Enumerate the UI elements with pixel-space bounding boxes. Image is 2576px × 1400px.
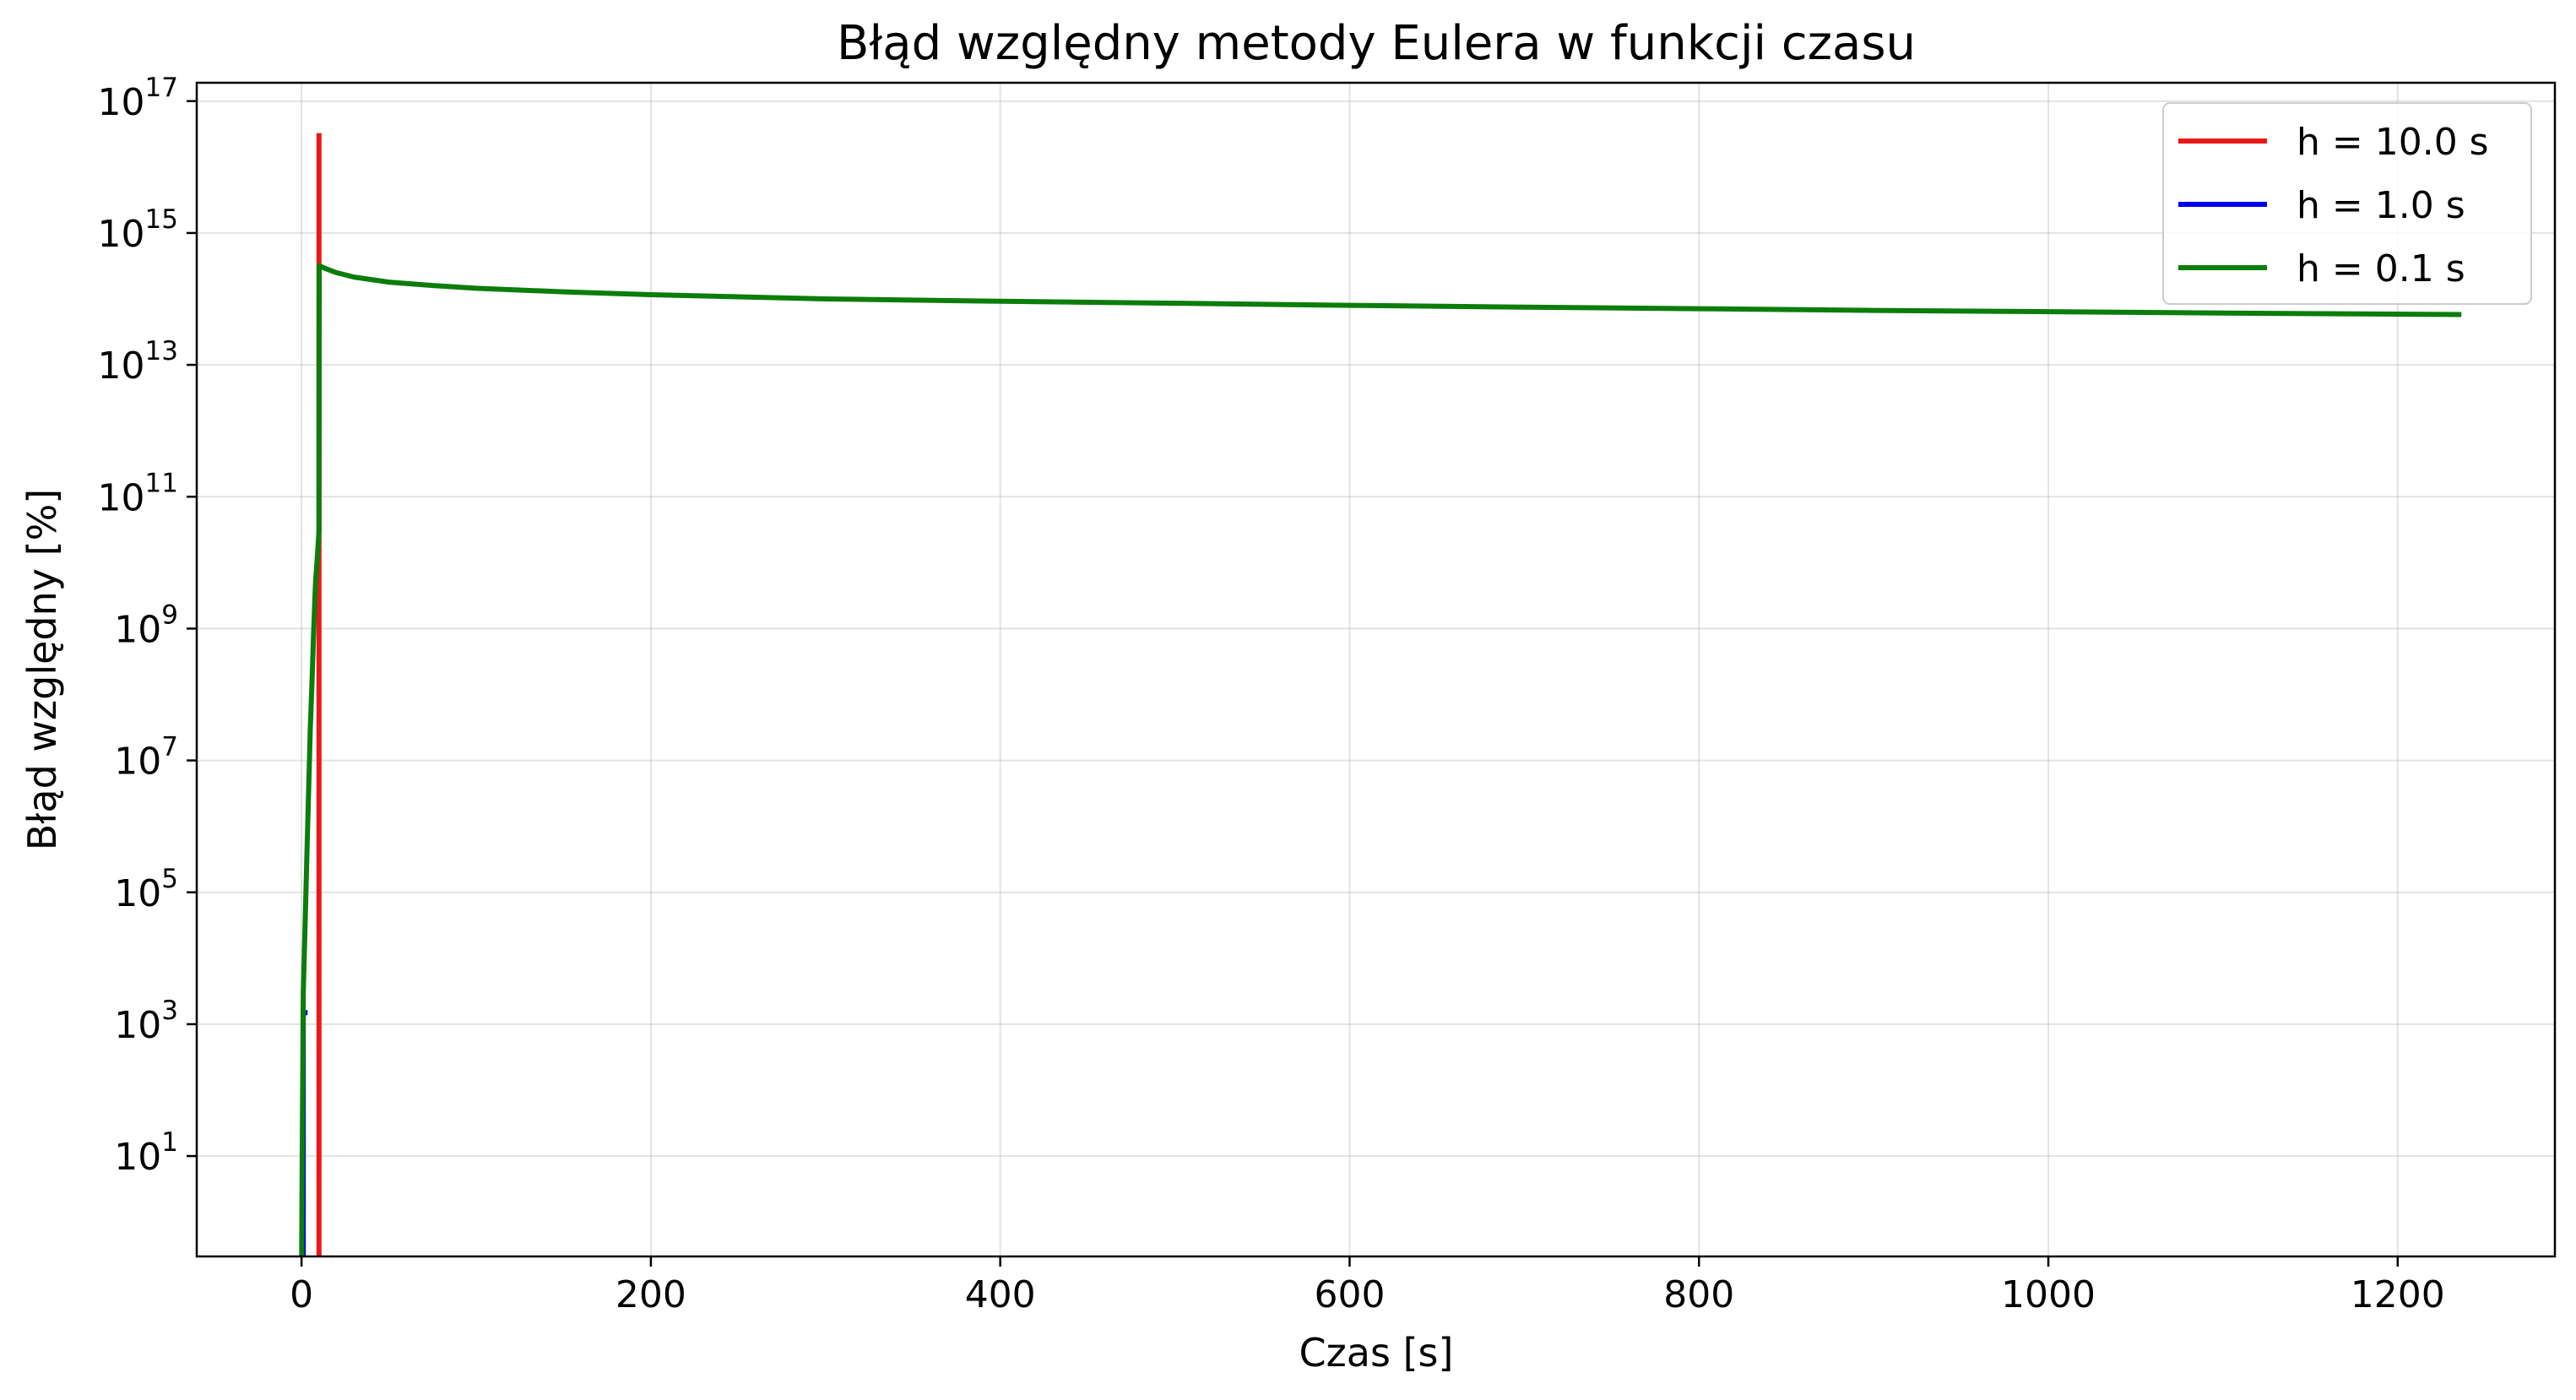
x-tick-label: 0 — [290, 1273, 313, 1316]
x-axis-title: Czas [s] — [1299, 1330, 1454, 1376]
y-tick-label: 1017 — [98, 73, 178, 124]
legend-box — [2162, 102, 2532, 305]
grid-lines — [197, 83, 2555, 1256]
y-tick-label: 1011 — [98, 468, 178, 519]
legend-label: h = 10.0 s — [2297, 121, 2489, 164]
x-axis-ticks: 0 200 400 600 800 1000 1200 — [290, 1256, 2445, 1316]
chart-title: Błąd względny metody Eulera w funkcji cz… — [837, 16, 1916, 71]
legend-label: h = 0.1 s — [2297, 247, 2465, 290]
plot-frame — [195, 81, 2557, 1258]
y-axis-title: Błąd względny [%] — [19, 489, 65, 851]
x-tick-label: 400 — [965, 1273, 1036, 1316]
x-tick-label: 600 — [1314, 1273, 1385, 1316]
series-line-3 — [299, 263, 2462, 1256]
y-tick-label: 105 — [114, 864, 178, 915]
x-tick-label: 200 — [616, 1273, 686, 1316]
x-tick-label: 1000 — [2001, 1273, 2096, 1316]
y-tick-label: 1013 — [98, 336, 178, 388]
legend-label: h = 1.0 s — [2297, 184, 2465, 227]
y-tick-label: 1015 — [98, 204, 178, 256]
y-tick-label: 101 — [114, 1127, 178, 1179]
y-axis-ticks: 101 103 105 107 109 1011 1013 1015 1017 — [98, 73, 197, 1179]
legend-entries: h = 10.0 s h = 1.0 s h = 0.1 s — [2178, 121, 2489, 290]
x-tick-label: 800 — [1663, 1273, 1734, 1316]
y-tick-label: 107 — [114, 732, 178, 784]
y-tick-label: 109 — [114, 600, 178, 651]
series-layer — [299, 133, 2462, 1256]
y-tick-label: 103 — [114, 996, 178, 1047]
x-tick-label: 1200 — [2351, 1273, 2445, 1316]
legend: h = 10.0 s h = 1.0 s h = 0.1 s — [2162, 102, 2532, 305]
